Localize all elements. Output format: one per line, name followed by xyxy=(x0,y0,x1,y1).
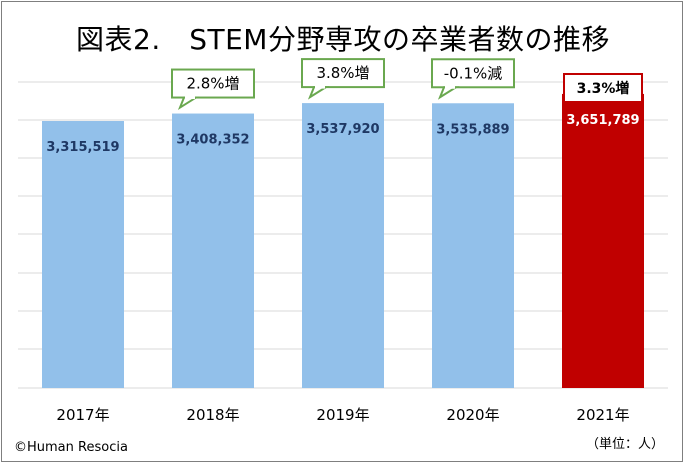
bar-value-label: 3,651,789 xyxy=(566,113,639,128)
x-tick-label: 2019年 xyxy=(316,406,369,424)
labels: 3,315,519 2017年 3,408,352 2018年 2.8%増 3,537,9… xyxy=(46,58,643,424)
bar-value-label: 3,535,889 xyxy=(436,122,509,137)
bar xyxy=(432,103,514,388)
bar xyxy=(42,121,124,388)
change-callout-label: 2.8%増 xyxy=(186,75,239,93)
change-callout-box xyxy=(431,58,515,89)
change-callout-box xyxy=(563,73,643,103)
bar xyxy=(302,103,384,388)
change-callout-box xyxy=(171,68,255,99)
unit-note: （単位：人） xyxy=(586,437,665,452)
change-callout-label: 3.8%増 xyxy=(316,64,369,82)
x-tick-label: 2021年 xyxy=(576,406,629,424)
bar-value-label: 3,315,519 xyxy=(46,140,119,155)
copyright: ©Human Resocia xyxy=(14,440,128,455)
x-tick-label: 2020年 xyxy=(446,406,499,424)
change-callout-label: 3.3%増 xyxy=(577,80,630,97)
bar xyxy=(172,113,254,389)
x-tick-label: 2017年 xyxy=(56,406,109,424)
change-callout-label: -0.1%減 xyxy=(444,64,503,82)
chart-title: 図表2. STEM分野専攻の卒業者数の推移 xyxy=(76,23,610,56)
bars xyxy=(42,93,644,389)
change-callout-box xyxy=(301,58,385,89)
bar-value-label: 3,537,920 xyxy=(306,122,379,137)
bar-value-label: 3,408,352 xyxy=(176,133,249,148)
bar xyxy=(562,93,644,389)
x-tick-label: 2018年 xyxy=(186,406,239,424)
